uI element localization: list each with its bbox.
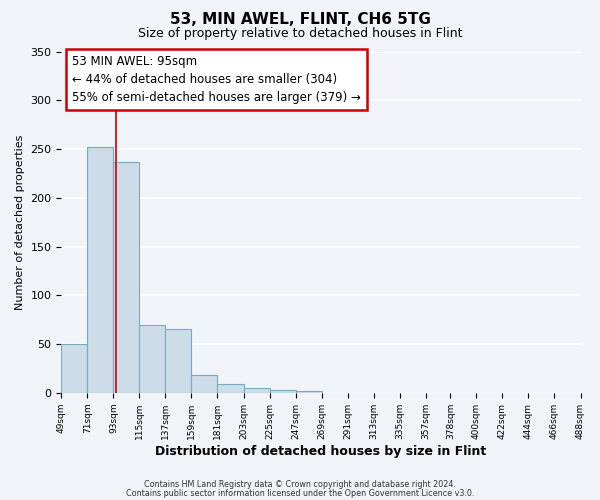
Bar bbox=[113, 162, 139, 393]
Y-axis label: Number of detached properties: Number of detached properties bbox=[15, 134, 25, 310]
Bar bbox=[217, 384, 244, 393]
Bar bbox=[269, 390, 296, 393]
X-axis label: Distribution of detached houses by size in Flint: Distribution of detached houses by size … bbox=[155, 444, 487, 458]
Bar bbox=[244, 388, 269, 393]
Bar bbox=[61, 344, 88, 393]
Text: 53 MIN AWEL: 95sqm
← 44% of detached houses are smaller (304)
55% of semi-detach: 53 MIN AWEL: 95sqm ← 44% of detached hou… bbox=[72, 55, 361, 104]
Bar bbox=[139, 324, 166, 393]
Bar bbox=[166, 330, 191, 393]
Bar bbox=[88, 147, 113, 393]
Text: Size of property relative to detached houses in Flint: Size of property relative to detached ho… bbox=[138, 28, 462, 40]
Bar bbox=[191, 376, 217, 393]
Text: 53, MIN AWEL, FLINT, CH6 5TG: 53, MIN AWEL, FLINT, CH6 5TG bbox=[170, 12, 430, 28]
Text: Contains public sector information licensed under the Open Government Licence v3: Contains public sector information licen… bbox=[126, 489, 474, 498]
Bar bbox=[296, 391, 322, 393]
Text: Contains HM Land Registry data © Crown copyright and database right 2024.: Contains HM Land Registry data © Crown c… bbox=[144, 480, 456, 489]
